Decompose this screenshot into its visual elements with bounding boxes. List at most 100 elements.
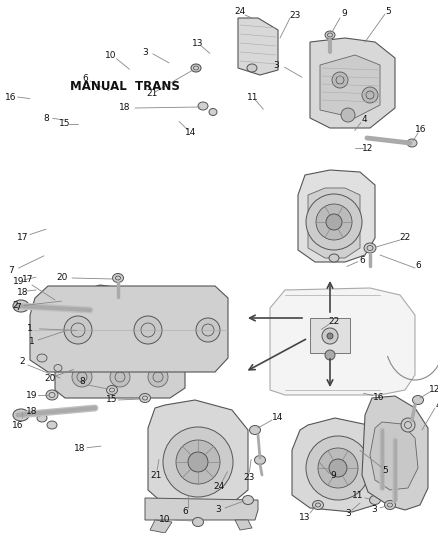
Polygon shape	[297, 170, 374, 262]
Ellipse shape	[106, 385, 117, 394]
Text: 5: 5	[381, 466, 388, 474]
Circle shape	[361, 87, 377, 103]
Text: 23: 23	[289, 11, 300, 20]
Circle shape	[187, 452, 208, 472]
Text: 7: 7	[8, 266, 14, 275]
Text: 9: 9	[340, 10, 346, 19]
Circle shape	[328, 459, 346, 477]
Polygon shape	[237, 18, 277, 75]
Text: 15: 15	[59, 119, 71, 128]
Circle shape	[176, 440, 219, 484]
Text: 20: 20	[56, 272, 67, 281]
Text: 18: 18	[26, 408, 38, 416]
Text: 19: 19	[13, 277, 24, 286]
Text: 8: 8	[79, 377, 85, 386]
Text: 23: 23	[243, 473, 254, 482]
Text: 1: 1	[29, 337, 35, 346]
Ellipse shape	[406, 139, 416, 147]
Ellipse shape	[384, 500, 395, 510]
Text: 16: 16	[12, 421, 24, 430]
Text: 21: 21	[146, 90, 157, 99]
Polygon shape	[369, 422, 417, 490]
Text: 18: 18	[74, 445, 85, 453]
Text: 19: 19	[26, 391, 38, 400]
Polygon shape	[269, 288, 414, 395]
Polygon shape	[55, 355, 184, 398]
Text: 6: 6	[82, 75, 88, 83]
Ellipse shape	[208, 109, 216, 116]
Circle shape	[305, 436, 369, 500]
Ellipse shape	[242, 496, 253, 505]
Ellipse shape	[247, 64, 256, 72]
Ellipse shape	[37, 354, 47, 362]
Text: 17: 17	[17, 233, 28, 241]
Text: 9: 9	[329, 472, 335, 480]
Text: 2: 2	[19, 358, 25, 367]
Text: 15: 15	[106, 395, 117, 405]
Text: 16: 16	[372, 393, 383, 401]
Circle shape	[321, 328, 337, 344]
Ellipse shape	[191, 64, 201, 72]
Circle shape	[72, 367, 92, 387]
Text: 16: 16	[5, 93, 17, 101]
Ellipse shape	[112, 273, 123, 282]
Text: 14: 14	[272, 413, 283, 422]
Ellipse shape	[363, 243, 375, 253]
Circle shape	[324, 350, 334, 360]
Text: 11: 11	[351, 491, 363, 500]
Circle shape	[340, 108, 354, 122]
Polygon shape	[361, 396, 427, 510]
Ellipse shape	[198, 102, 208, 110]
Circle shape	[134, 316, 162, 344]
Circle shape	[162, 427, 233, 497]
Text: 10: 10	[159, 515, 170, 524]
Text: 7: 7	[15, 303, 21, 312]
Text: 4: 4	[361, 116, 366, 124]
Text: 13: 13	[299, 513, 310, 521]
Ellipse shape	[369, 496, 380, 505]
Text: 3: 3	[273, 61, 279, 70]
Ellipse shape	[13, 300, 29, 312]
Polygon shape	[30, 286, 227, 372]
Ellipse shape	[13, 409, 29, 421]
Circle shape	[317, 448, 357, 488]
Circle shape	[315, 204, 351, 240]
Circle shape	[148, 367, 168, 387]
Text: 6: 6	[182, 507, 187, 516]
Text: 24: 24	[234, 7, 245, 17]
Circle shape	[64, 316, 92, 344]
Text: 10: 10	[105, 52, 116, 60]
Polygon shape	[62, 285, 155, 360]
Ellipse shape	[328, 254, 338, 262]
Ellipse shape	[54, 365, 62, 372]
Ellipse shape	[47, 421, 57, 429]
Ellipse shape	[312, 500, 323, 510]
Ellipse shape	[192, 518, 203, 527]
Ellipse shape	[249, 425, 260, 434]
Ellipse shape	[139, 393, 150, 402]
Polygon shape	[319, 55, 379, 118]
Circle shape	[305, 194, 361, 250]
Circle shape	[400, 418, 414, 432]
Text: 20: 20	[45, 374, 56, 383]
Ellipse shape	[412, 395, 423, 405]
Polygon shape	[80, 308, 128, 348]
Polygon shape	[150, 520, 172, 533]
Ellipse shape	[37, 414, 47, 422]
Text: 8: 8	[43, 114, 49, 123]
Circle shape	[195, 318, 219, 342]
Ellipse shape	[254, 456, 265, 464]
Polygon shape	[145, 498, 258, 520]
Circle shape	[325, 214, 341, 230]
Text: 21: 21	[150, 471, 161, 480]
Text: 3: 3	[370, 505, 376, 514]
Bar	[309, 318, 349, 353]
Text: 24: 24	[212, 482, 224, 490]
Circle shape	[331, 72, 347, 88]
Text: 3: 3	[141, 48, 148, 56]
Polygon shape	[307, 188, 359, 258]
Text: 18: 18	[119, 103, 131, 112]
Text: 12: 12	[428, 385, 438, 394]
Polygon shape	[309, 38, 394, 128]
Text: 14: 14	[185, 128, 196, 136]
